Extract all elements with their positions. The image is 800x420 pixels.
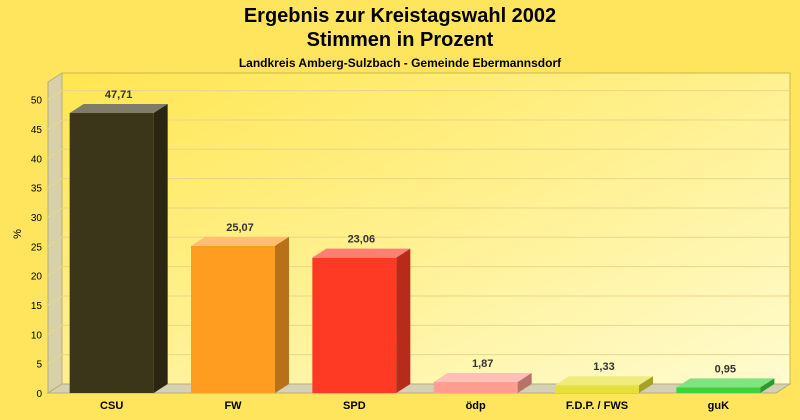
chart-title: Ergebnis zur Kreistagswahl 2002 xyxy=(243,5,557,27)
grid-line-side xyxy=(47,295,63,306)
bar-value-label: 25,07 xyxy=(226,222,254,234)
bar-top xyxy=(676,378,775,388)
bar-top xyxy=(312,248,411,258)
y-tick-label: 45 xyxy=(31,125,43,136)
grid-line-side xyxy=(47,324,63,335)
x-axis: CSU FW SPD ödp F.D.P. / FWS guK xyxy=(100,400,729,412)
bar-side xyxy=(517,373,532,393)
bar-front xyxy=(555,385,639,393)
x-tick-label: FW xyxy=(224,400,242,412)
chart-subtitle-line: Stimmen in Prozent xyxy=(306,29,494,51)
bar-value-label: 1,33 xyxy=(593,361,614,373)
chart-titles: Ergebnis zur Kreistagswahl 2002 Stimmen … xyxy=(0,0,800,71)
grid-line-side xyxy=(47,236,63,247)
bar-value-label: 0,95 xyxy=(715,363,736,375)
bar-front xyxy=(191,245,275,393)
bar-csu xyxy=(69,104,168,393)
grid-line-side xyxy=(47,90,63,101)
bar-side xyxy=(396,248,411,393)
bar-front xyxy=(312,257,397,393)
bar--dp xyxy=(433,373,532,393)
y-tick-label: 5 xyxy=(36,360,42,371)
grid-line-side xyxy=(47,148,63,159)
bar-top xyxy=(433,373,532,383)
grid-lines xyxy=(47,90,790,365)
x-tick-label: CSU xyxy=(100,400,123,412)
y-tick-label: 35 xyxy=(31,184,43,195)
bars: 47,71 25,07 23,06 1,87 1,33 0,95 xyxy=(69,89,775,393)
x-tick-label: guK xyxy=(708,400,729,412)
bar-spd xyxy=(312,248,411,393)
x-tick-label: SPD xyxy=(343,400,366,412)
bar-top xyxy=(555,376,653,386)
bar-guk xyxy=(676,378,775,393)
grid-line-side xyxy=(47,207,63,218)
y-tick-label: 40 xyxy=(31,154,43,165)
grid-line-side xyxy=(47,119,63,130)
bar-front xyxy=(676,387,761,393)
chart-subtitle: Landkreis Amberg-Sulzbach - Gemeinde Ebe… xyxy=(238,56,562,70)
x-tick-label: ödp xyxy=(466,400,486,412)
y-tick-label: 15 xyxy=(31,301,43,312)
grid-line-side xyxy=(47,354,63,365)
bar-f-d-p-fws xyxy=(555,376,653,393)
bar-side xyxy=(275,236,289,393)
bar-value-label: 47,71 xyxy=(105,89,133,101)
bar-top xyxy=(191,236,289,246)
bar-value-label: 1,87 xyxy=(472,358,493,370)
bar-side xyxy=(760,378,775,393)
y-tick-label: 20 xyxy=(31,272,43,283)
y-axis: 0 5 10 15 20 25 30 35 40 45 50 xyxy=(31,96,43,400)
y-tick-label: 30 xyxy=(31,213,43,224)
y-tick-label: 0 xyxy=(36,389,42,400)
bar-front xyxy=(69,113,154,393)
grid-line-side xyxy=(47,178,63,189)
bar-side xyxy=(639,376,653,393)
y-tick-label: 10 xyxy=(31,330,43,341)
y-tick-label: 50 xyxy=(31,96,43,107)
bar-fw xyxy=(191,236,289,393)
bar-value-label: 23,06 xyxy=(348,234,376,246)
grid-line-side xyxy=(47,266,63,277)
bar-side xyxy=(153,104,168,393)
bar-top xyxy=(69,104,168,114)
plot-back-wall xyxy=(61,72,791,385)
bar-front xyxy=(433,382,518,393)
y-tick-label: 25 xyxy=(31,242,43,253)
y-axis-label: % xyxy=(12,229,24,239)
x-tick-label: F.D.P. / FWS xyxy=(566,400,628,412)
